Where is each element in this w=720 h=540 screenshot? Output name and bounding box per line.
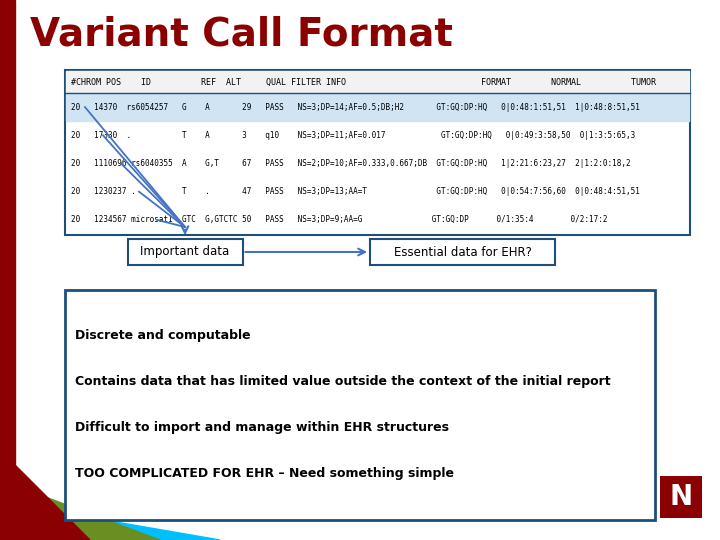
Bar — [66, 71, 689, 93]
Bar — [127, 239, 243, 265]
Text: Variant Call Format: Variant Call Format — [30, 15, 453, 53]
Polygon shape — [0, 502, 220, 540]
Text: TOO COMPLICATED FOR EHR – Need something simple: TOO COMPLICATED FOR EHR – Need something… — [75, 468, 454, 481]
Bar — [370, 239, 555, 265]
Text: 20   1230237 .          T    .       47   PASS   NS=3;DP=13;AA=T               G: 20 1230237 . T . 47 PASS NS=3;DP=13;AA=T… — [71, 187, 640, 196]
Text: 20   17330  .           T    A       3    q10    NS=3;DP=11;AF=0.017            : 20 17330 . T A 3 q10 NS=3;DP=11;AF=0.017 — [71, 131, 635, 140]
Polygon shape — [0, 480, 160, 540]
Text: Important data: Important data — [140, 246, 230, 259]
Text: Discrete and computable: Discrete and computable — [75, 329, 251, 342]
Text: 20   1110696 rs6040355  A    G,T     67   PASS   NS=2;DP=10;AF=0.333,0.667;DB  G: 20 1110696 rs6040355 A G,T 67 PASS NS=2;… — [71, 159, 631, 168]
Bar — [660, 476, 702, 518]
Text: #CHROM POS    ID          REF  ALT     QUAL FILTER INFO                         : #CHROM POS ID REF ALT QUAL FILTER INFO — [71, 78, 656, 86]
Text: Essential data for EHR?: Essential data for EHR? — [394, 246, 531, 259]
Bar — [0, 0, 15, 540]
Bar — [65, 70, 690, 235]
Bar — [65, 290, 655, 520]
Polygon shape — [0, 450, 90, 540]
Text: Difficult to import and manage within EHR structures: Difficult to import and manage within EH… — [75, 422, 449, 435]
Bar — [66, 93, 689, 121]
Text: Contains data that has limited value outside the context of the initial report: Contains data that has limited value out… — [75, 375, 611, 388]
Text: 20   14370  rs6054257   G    A       29   PASS   NS=3;DP=14;AF=0.5;DB;H2       G: 20 14370 rs6054257 G A 29 PASS NS=3;DP=1… — [71, 103, 640, 112]
Text: 20   1234567 microsat1  GTC  G,GTCTC 50   PASS   NS=3;DP=9;AA=G               GT: 20 1234567 microsat1 GTC G,GTCTC 50 PASS… — [71, 215, 608, 225]
Text: N: N — [670, 483, 693, 511]
